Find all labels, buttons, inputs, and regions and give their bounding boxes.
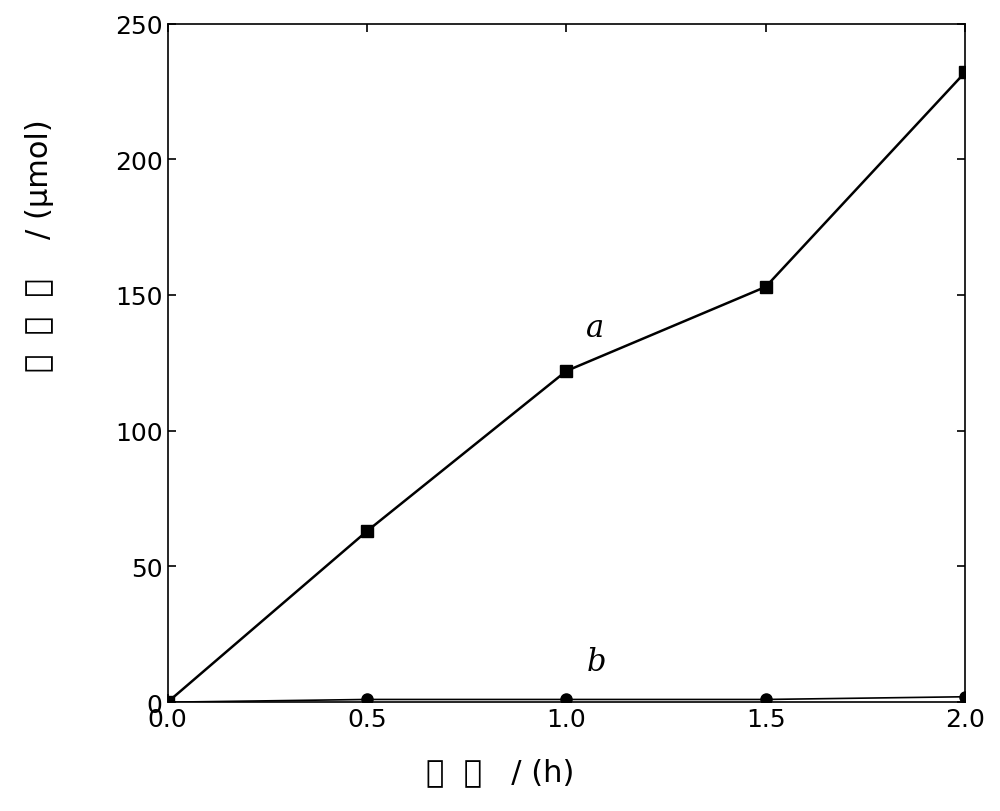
Text: b: b: [586, 646, 606, 676]
Text: / (μmol): / (μmol): [26, 118, 54, 238]
Text: 时  间   / (h): 时 间 / (h): [426, 757, 574, 787]
Text: a: a: [586, 312, 604, 343]
Text: 产  氢  量: 产 氢 量: [26, 277, 54, 371]
